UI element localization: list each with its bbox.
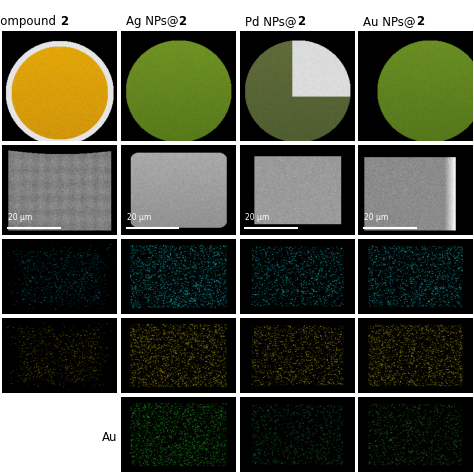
Text: Ag: Ag [220, 431, 236, 445]
Text: Compound: Compound [0, 16, 60, 28]
Text: 2: 2 [297, 16, 305, 28]
Text: 20 μm: 20 μm [8, 213, 32, 222]
Text: 20 μm: 20 μm [246, 213, 270, 222]
Text: 2: 2 [416, 16, 424, 28]
Text: 20 μm: 20 μm [127, 213, 151, 222]
Text: 20 μm: 20 μm [364, 213, 388, 222]
Text: Au: Au [102, 431, 117, 445]
Text: 2: 2 [178, 16, 186, 28]
Text: Au NPs@: Au NPs@ [363, 16, 416, 28]
Text: Pd: Pd [340, 431, 355, 445]
Text: Ag NPs@: Ag NPs@ [126, 16, 178, 28]
Text: 2: 2 [60, 16, 68, 28]
Text: Pd NPs@: Pd NPs@ [246, 16, 297, 28]
